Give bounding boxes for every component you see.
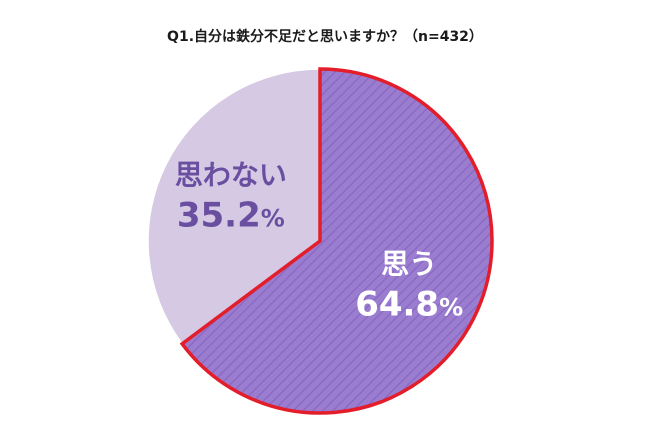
- slice-label-value-0: 64.8%: [355, 285, 463, 325]
- slice-label-value-1: 35.2%: [177, 195, 285, 235]
- pie-slices: [147, 67, 494, 415]
- slice-value-number-1: 35.2: [177, 195, 261, 235]
- slice-label-name-1: 思わない: [175, 158, 287, 191]
- slice-label-name-0: 思う: [381, 248, 437, 281]
- slice-value-unit-1: %: [261, 204, 285, 232]
- slice-value-unit-0: %: [439, 294, 463, 322]
- slice-value-number-0: 64.8: [355, 285, 439, 325]
- chart-title: Q1.自分は鉄分不足だと思いますか？（n=432）: [167, 29, 483, 45]
- pie-slice-1: [147, 68, 321, 345]
- pie-labels: 思う 64.8% 思わない 35.2%: [175, 158, 463, 324]
- pie-slice-0: [179, 67, 494, 415]
